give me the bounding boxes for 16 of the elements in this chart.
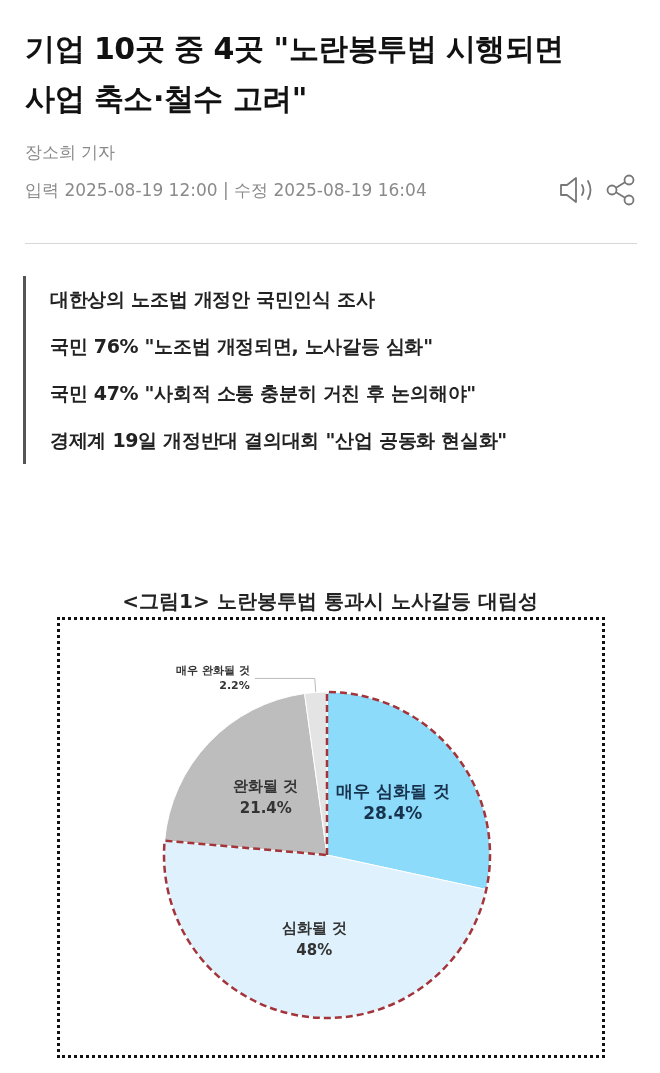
slice-label: 완화될 것 [233,776,299,795]
slice-label: 매우 완화될 것 [176,664,250,678]
data-label: 28.4% [363,802,423,823]
text: 대한상의 노조법 개정안 국민인식 조사 [50,287,376,312]
text: 경제계 19일 개정반대 결의대회 "산업 공동화 현실화" [50,428,508,453]
text: 장소희 기자 [25,141,116,164]
chart-title: <그림1> 노란봉투법 통과시 노사갈등 대립성 [122,589,538,613]
text: 국민 76% "노조법 개정되면, 노사갈등 심화" [50,334,434,359]
text: 입력 2025-08-19 12:00 | 수정 2025-08-19 16:04 [25,179,427,202]
slice-label: 매우 심화될 것 [335,780,450,801]
slice-label: 심화될 것 [281,918,347,937]
text: 국민 47% "사회적 소통 충분히 거친 후 논의해야" [50,381,477,406]
text: 기업 10곳 중 4곳 "노란봉투법 시행되면 사업 축소·철수 고려" [25,30,565,118]
data-label: 2.2% [219,679,250,693]
data-label: 21.4% [239,798,292,817]
data-label: 48% [296,940,333,959]
